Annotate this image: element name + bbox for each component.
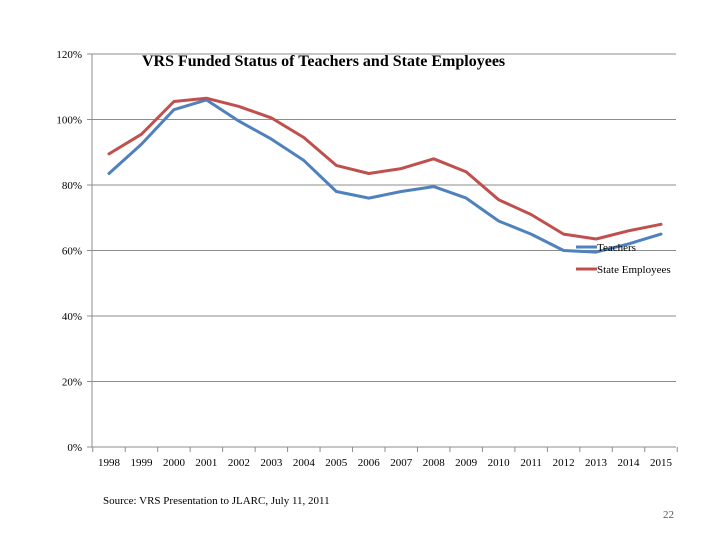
legend-label-state-employees: State Employees bbox=[597, 264, 671, 276]
x-tick-label: 2006 bbox=[358, 457, 381, 469]
series-line-teachers bbox=[107, 98, 663, 254]
x-tick-label: 2001 bbox=[195, 457, 217, 469]
chart-title: VRS Funded Status of Teachers and State … bbox=[142, 53, 506, 70]
x-tick-label: 2003 bbox=[260, 457, 283, 469]
x-tick-label: 2014 bbox=[618, 457, 641, 469]
legend: Teachers State Employees bbox=[576, 242, 671, 276]
gridlines bbox=[92, 53, 676, 382]
x-tick-label: 2005 bbox=[325, 457, 348, 469]
x-tick-label: 1998 bbox=[98, 457, 121, 469]
x-tick-label: 2000 bbox=[163, 457, 186, 469]
y-tick-label: 120% bbox=[56, 49, 82, 61]
x-tick-label: 2015 bbox=[650, 457, 673, 469]
x-tick-label: 2012 bbox=[553, 457, 575, 469]
y-tick-label: 80% bbox=[62, 180, 82, 192]
series-lines bbox=[107, 96, 663, 254]
axes bbox=[87, 53, 678, 452]
x-tick-label: 2010 bbox=[488, 457, 511, 469]
legend-label-teachers: Teachers bbox=[597, 242, 636, 254]
x-tick-labels: 1998 1999 2000 2001 2002 2003 2004 2005 2006 2007… bbox=[98, 457, 673, 469]
x-tick-label: 2013 bbox=[585, 457, 608, 469]
page-number: 22 bbox=[663, 509, 674, 521]
y-tick-label: 40% bbox=[62, 311, 82, 323]
x-tick-label: 2008 bbox=[423, 457, 446, 469]
x-tick-label: 2002 bbox=[228, 457, 250, 469]
y-tick-label: 100% bbox=[56, 115, 82, 127]
source-note: Source: VRS Presentation to JLARC, July … bbox=[103, 495, 330, 507]
y-tick-label: 20% bbox=[62, 377, 82, 389]
x-tick-label: 2011 bbox=[520, 457, 542, 469]
y-tick-label: 60% bbox=[62, 246, 82, 258]
y-tick-labels: 0% 20% 40% 60% 80% 100% 120% bbox=[56, 49, 82, 454]
x-tick-label: 2004 bbox=[293, 457, 316, 469]
y-tick-label: 0% bbox=[67, 442, 82, 454]
series-line-state-employees bbox=[107, 96, 663, 241]
x-tick-label: 1999 bbox=[130, 457, 153, 469]
x-tick-label: 2007 bbox=[390, 457, 413, 469]
x-tick-label: 2009 bbox=[455, 457, 478, 469]
